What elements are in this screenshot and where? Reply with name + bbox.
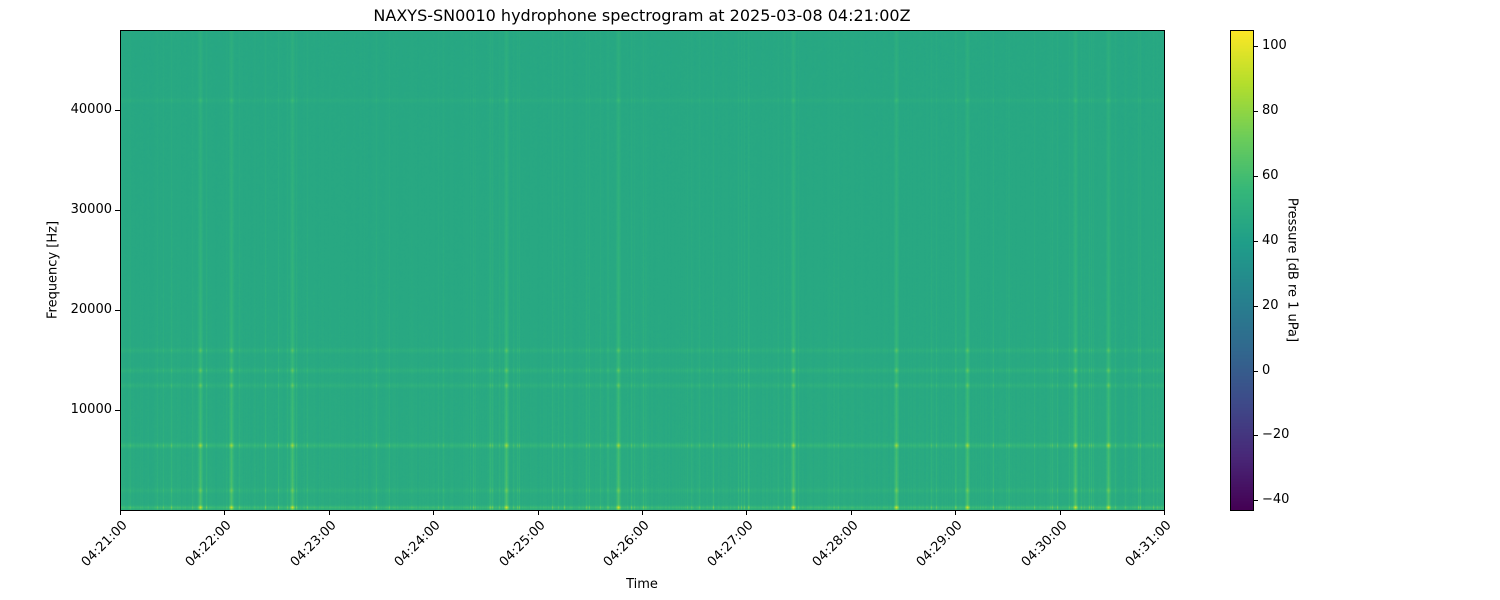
y-tick-label: 40000 <box>70 102 112 117</box>
x-tick-mark <box>120 510 121 515</box>
x-tick-mark <box>642 510 643 515</box>
x-tick-label: 04:21:00 <box>78 518 131 570</box>
colorbar-tick-mark <box>1253 240 1258 242</box>
x-tick-mark <box>1164 510 1165 515</box>
colorbar-tick-mark <box>1253 435 1258 437</box>
colorbar-tick-mark <box>1253 175 1258 177</box>
x-tick-mark <box>1059 510 1061 515</box>
colorbar-tick-label: −20 <box>1262 427 1290 443</box>
y-tick-mark <box>115 110 120 111</box>
colorbar-tick-label: 40 <box>1262 232 1279 248</box>
colorbar-tick-label: −40 <box>1262 492 1290 508</box>
x-tick-label: 04:24:00 <box>391 518 444 570</box>
x-tick-mark <box>433 510 435 515</box>
colorbar-tick-mark <box>1253 111 1258 113</box>
x-tick-mark <box>746 510 748 515</box>
colorbar-tick-label: 0 <box>1262 362 1271 378</box>
x-tick-mark <box>224 510 226 515</box>
x-tick-mark <box>537 510 539 515</box>
y-tick-mark <box>115 210 120 211</box>
y-tick-mark <box>115 310 120 311</box>
x-tick-label: 04:27:00 <box>705 518 757 570</box>
colorbar-tick-label: 60 <box>1262 167 1279 183</box>
x-tick-label: 04:23:00 <box>287 518 340 570</box>
x-tick-mark <box>850 510 852 515</box>
colorbar-tick-label: 100 <box>1262 38 1287 54</box>
colorbar-tick-mark <box>1253 305 1258 307</box>
spectrogram-heatmap <box>120 30 1164 510</box>
x-tick-label: 04:26:00 <box>600 518 653 570</box>
y-tick-label: 30000 <box>70 202 112 217</box>
x-tick-label: 04:22:00 <box>183 518 235 570</box>
chart-title: NAXYS-SN0010 hydrophone spectrogram at 2… <box>373 6 911 25</box>
spectrogram-plot-area <box>120 30 1164 510</box>
x-tick-label: 04:29:00 <box>913 518 966 570</box>
colorbar <box>1230 30 1253 510</box>
colorbar-tick-mark <box>1253 370 1258 372</box>
y-tick-mark <box>115 410 120 411</box>
x-tick-label: 04:31:00 <box>1122 518 1175 570</box>
colorbar-tick-mark <box>1253 500 1258 502</box>
y-tick-label: 10000 <box>70 402 112 417</box>
x-tick-label: 04:25:00 <box>496 518 549 570</box>
x-tick-label: 04:28:00 <box>809 518 862 570</box>
x-tick-mark <box>955 510 957 515</box>
y-tick-label: 20000 <box>70 302 112 317</box>
colorbar-tick-mark <box>1253 46 1258 48</box>
x-axis-label: Time <box>626 577 658 592</box>
x-tick-mark <box>328 510 330 515</box>
colorbar-tick-label: 20 <box>1262 297 1279 313</box>
x-tick-label: 04:30:00 <box>1018 518 1071 570</box>
colorbar-label: Pressure [dB re 1 uPa] <box>1284 197 1300 343</box>
colorbar-tick-label: 80 <box>1262 103 1279 119</box>
